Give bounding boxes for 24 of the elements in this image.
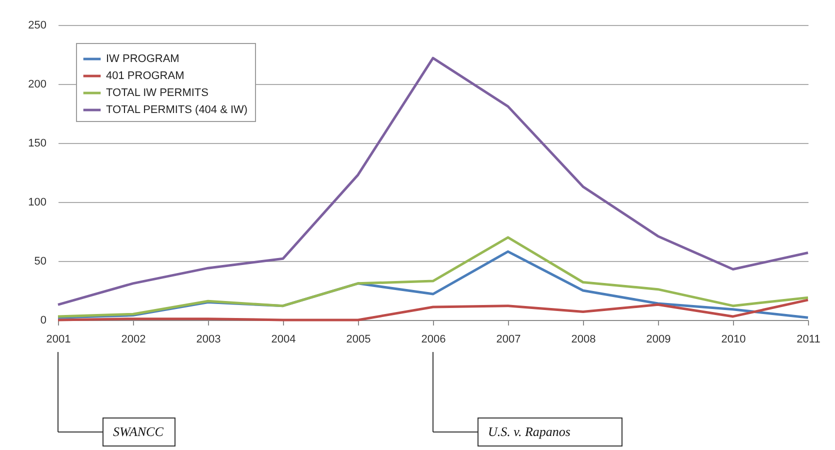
x-tick-label: 2010 — [721, 334, 746, 346]
y-tick-label: 100 — [28, 196, 46, 208]
y-tick-label: 50 — [34, 256, 46, 268]
y-tick-label: 200 — [28, 78, 46, 90]
x-tick-label: 2006 — [421, 334, 446, 346]
x-tick-label: 2008 — [571, 334, 596, 346]
y-tick-label: 250 — [28, 20, 46, 32]
x-tick-label: 2009 — [646, 334, 671, 346]
legend-label: TOTAL IW PERMITS — [106, 87, 208, 99]
x-tick-label: 2007 — [496, 334, 521, 346]
legend-label: 401 PROGRAM — [106, 70, 184, 82]
legend-label: IW PROGRAM — [106, 53, 180, 65]
y-tick-label: 150 — [28, 138, 46, 150]
line-series — [56, 236, 810, 318]
x-tick-label: 2002 — [121, 334, 146, 346]
x-tick-label: 2005 — [346, 334, 371, 346]
x-tick-label: 2011 — [796, 334, 820, 346]
x-tick-label: 2004 — [271, 334, 296, 346]
text: SWANCC — [113, 424, 164, 439]
x-tick-label: 2001 — [46, 334, 71, 346]
text: U.S. v. Rapanos — [488, 424, 570, 439]
legend-label: TOTAL PERMITS (404 & IW) — [106, 104, 248, 116]
x-tick-label: 2003 — [196, 334, 221, 346]
y-tick-label: 0 — [40, 314, 46, 326]
